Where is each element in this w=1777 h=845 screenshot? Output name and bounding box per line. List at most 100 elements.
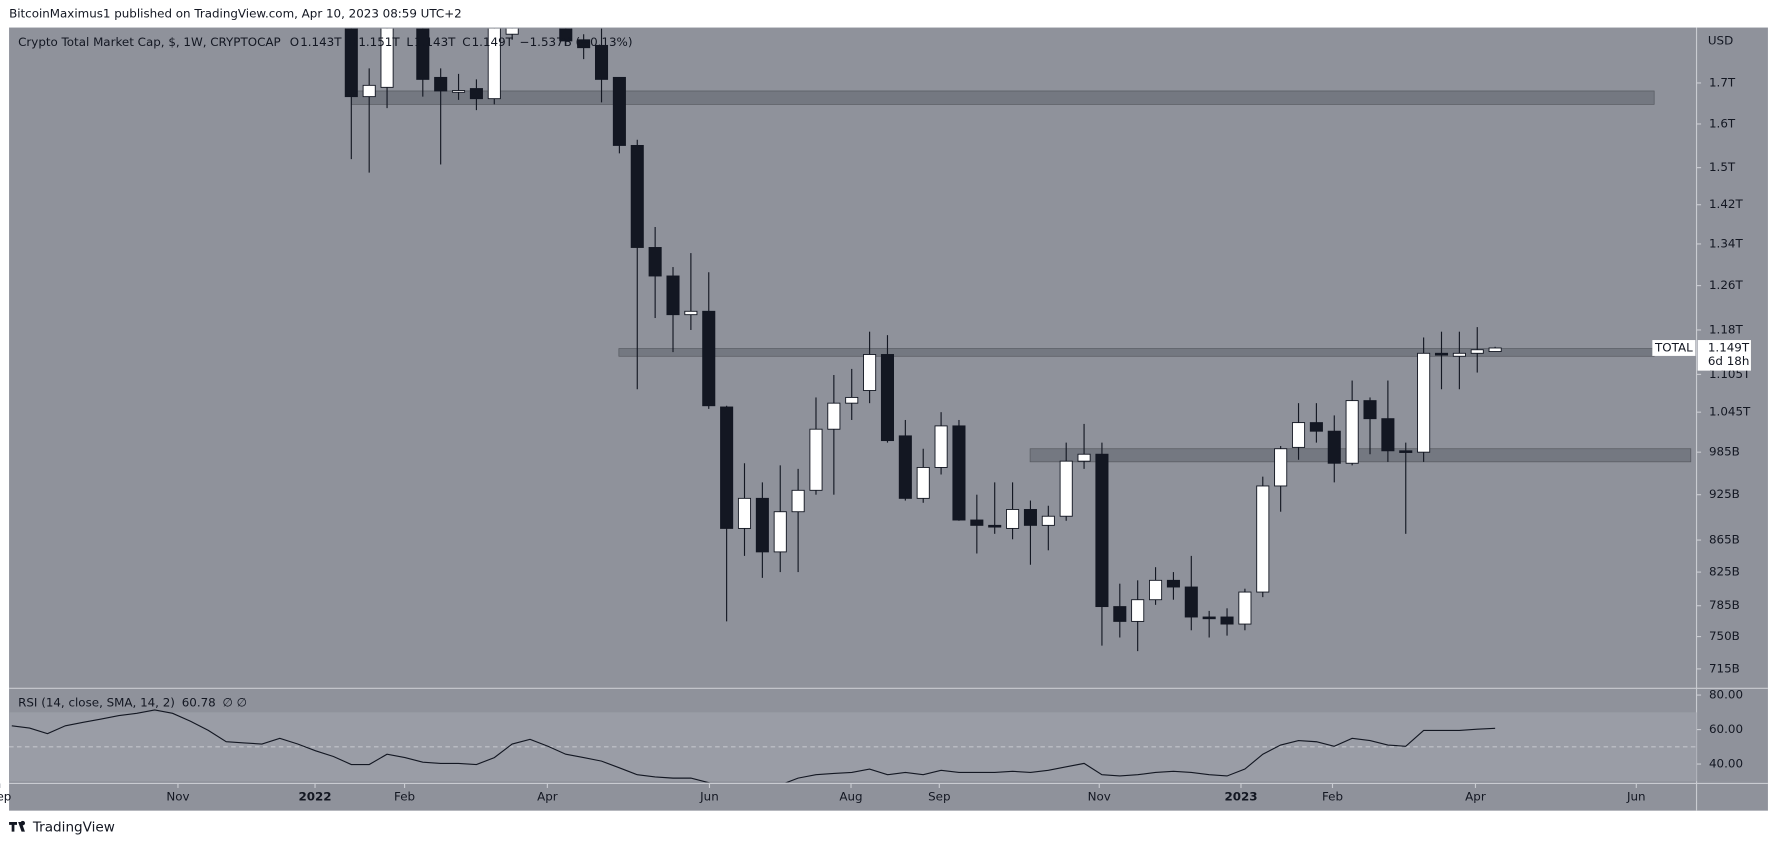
y-tick-label: 1.7T <box>1709 75 1736 89</box>
x-tick-label: Apr <box>537 790 558 804</box>
rsi-value: 60.78 <box>182 695 216 709</box>
candle-body <box>577 39 591 49</box>
x-tick-label: Nov <box>1088 790 1111 804</box>
rsi-tick-label: 80.00 <box>1709 688 1743 702</box>
candle-body <box>469 88 483 100</box>
rsi-tick-label: 60.00 <box>1709 722 1743 736</box>
candle-body <box>863 354 877 391</box>
y-tick-label: 985B <box>1709 445 1740 459</box>
ohlc-value: 1.143T <box>414 35 456 49</box>
candle-body <box>952 425 966 521</box>
candle-body <box>542 0 554 18</box>
candle-body <box>1470 349 1484 354</box>
ohlc-key: O <box>290 35 299 49</box>
x-tick-label: Jun <box>699 790 719 804</box>
candle-body <box>594 44 609 80</box>
candle-body <box>1077 453 1091 462</box>
y-tick-label: 865B <box>1709 533 1740 547</box>
change-value: −1.537B (−0.13%) <box>520 35 633 49</box>
ohlc-value: 1.149T <box>472 35 514 49</box>
ohlc-value: 1.143T <box>300 35 342 49</box>
x-tick-label: Apr <box>1465 790 1486 804</box>
candle-body <box>773 511 787 553</box>
candle-body <box>524 0 536 15</box>
series-name: TOTAL <box>1654 340 1693 354</box>
y-tick-label: 750B <box>1709 629 1740 643</box>
rsi-title: RSI (14, close, SMA, 14, 2) <box>18 695 175 709</box>
x-tick-label: Aug <box>839 790 862 804</box>
candle-body <box>1041 515 1055 526</box>
footer-brand: TradingView <box>32 820 115 836</box>
rsi-tick-label: 40.00 <box>1709 757 1743 771</box>
candle-body <box>702 310 716 407</box>
y-tick-label: 1.18T <box>1709 322 1743 336</box>
symbol-title: Crypto Total Market Cap, $, 1W, CRYPTOCA… <box>18 35 281 49</box>
candle-body <box>1166 579 1180 588</box>
y-tick-label: 1.5T <box>1709 160 1736 174</box>
y-tick-label: 1.26T <box>1709 278 1743 292</box>
x-tick-label: 2023 <box>1224 790 1257 804</box>
candle-body <box>1059 460 1073 517</box>
candle-body <box>452 90 466 93</box>
candle-body <box>916 466 930 499</box>
y-tick-label: 1.6T <box>1709 116 1736 130</box>
x-tick-label: Feb <box>394 790 415 804</box>
candle-body <box>666 275 680 316</box>
candle-body <box>1434 352 1449 356</box>
last-price-box <box>1697 340 1751 371</box>
y-tick-label: 825B <box>1709 565 1740 579</box>
candle-body <box>1131 599 1145 622</box>
ohlc-key: H <box>348 35 357 49</box>
candle-body <box>344 28 358 98</box>
candle-body <box>416 28 430 80</box>
y-tick-label: 1.34T <box>1709 236 1743 250</box>
candle-body <box>434 76 448 92</box>
candle-body <box>934 425 948 468</box>
y-tick-label: 785B <box>1709 598 1740 612</box>
ohlc-key: C <box>462 35 470 49</box>
candle-body <box>737 497 752 529</box>
y-tick-label: 715B <box>1709 661 1740 675</box>
candle-body <box>1274 448 1288 487</box>
candle-body <box>1238 591 1252 625</box>
series-name-box <box>1652 340 1696 356</box>
support-resistance-zone <box>1029 448 1692 463</box>
x-tick-label: 2022 <box>299 790 332 804</box>
candle-body <box>1095 453 1109 608</box>
candle-body <box>612 76 626 146</box>
currency-label: USD <box>1708 34 1733 48</box>
candle-body <box>898 435 912 499</box>
candle-body <box>1488 347 1502 352</box>
ohlc-value: 1.151T <box>358 35 400 49</box>
candle-body <box>1113 606 1127 622</box>
publisher-header: BitcoinMaximus1 published on TradingView… <box>9 6 462 20</box>
x-tick-label: Jun <box>1626 790 1646 804</box>
candle-body <box>380 28 394 88</box>
candle-body <box>505 28 519 35</box>
candle-body <box>1399 450 1413 453</box>
candle-body <box>791 489 805 513</box>
candle-body <box>720 406 734 529</box>
candles-plot <box>344 0 1692 652</box>
rsi-plot <box>11 709 1496 783</box>
candle-body <box>487 28 501 100</box>
candle-body <box>1220 616 1234 625</box>
candle-body <box>1363 400 1377 420</box>
candle-body <box>880 354 895 442</box>
candle-body <box>1023 509 1037 526</box>
candle-body <box>827 402 841 430</box>
candle-body <box>1256 485 1270 593</box>
candle-body <box>559 28 573 42</box>
candle-body <box>809 428 823 491</box>
candle-body <box>684 310 698 316</box>
candle-body <box>755 497 769 553</box>
candle-body <box>362 84 376 98</box>
candle-body <box>1291 422 1306 448</box>
rsi-extra: ∅ ∅ <box>223 695 247 709</box>
y-tick-label: 1.42T <box>1709 197 1743 211</box>
candle-body <box>988 524 1002 528</box>
x-tick-label: Sep <box>928 790 950 804</box>
x-tick-label: Sep <box>0 790 11 804</box>
